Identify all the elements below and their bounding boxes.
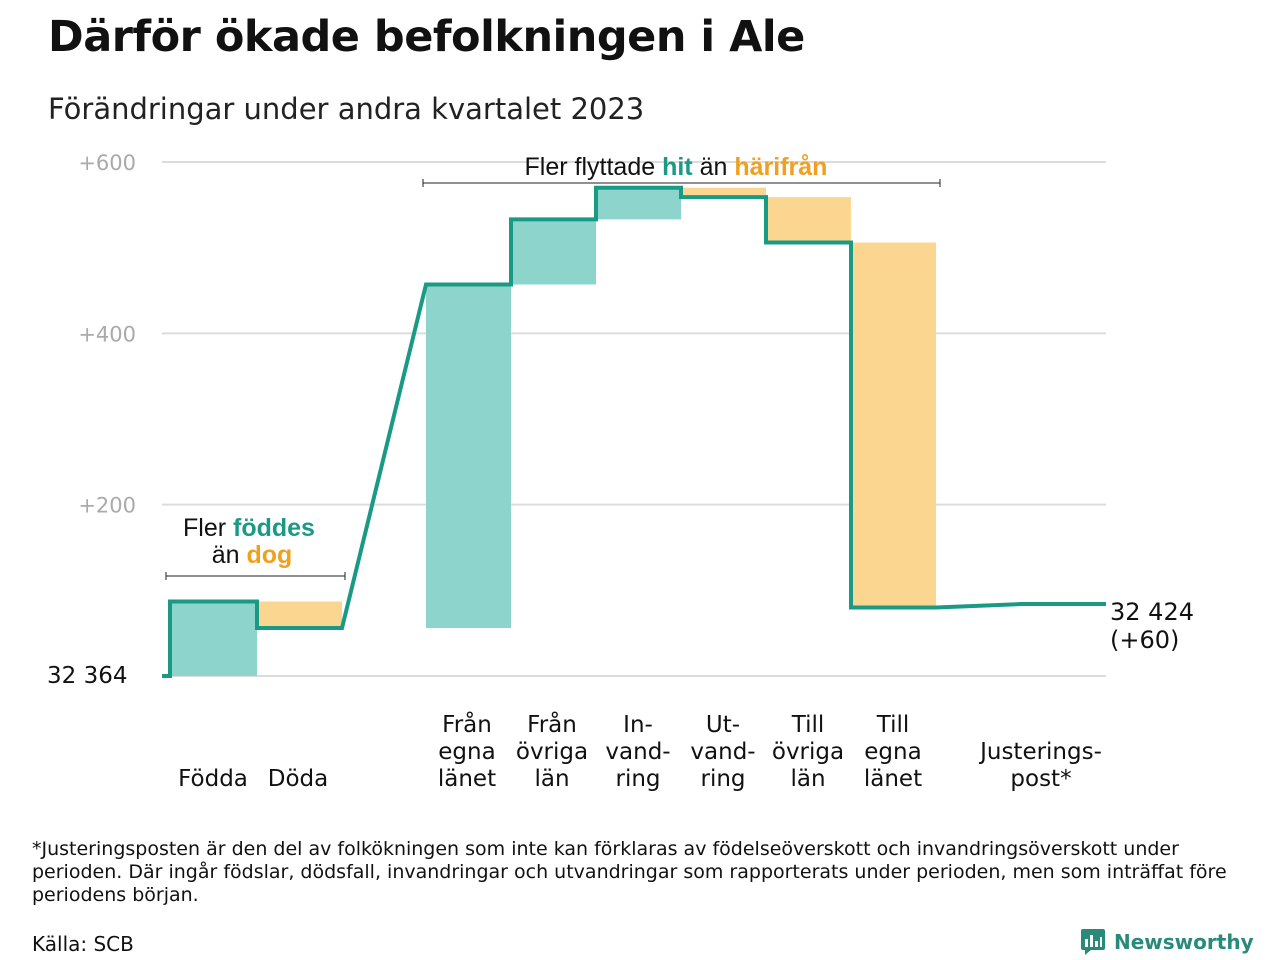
births-bracket	[165, 572, 346, 580]
bar	[681, 187, 766, 198]
waterfall-chart: +600+400+200 Födda DödaFrånegnalänetFrånö…	[47, 151, 1194, 792]
y-tick-label: +200	[78, 494, 136, 518]
category-label: egna	[864, 739, 921, 765]
cumulative-line	[162, 185, 1106, 678]
y-tick-label: +400	[78, 322, 136, 346]
bar	[426, 284, 511, 629]
category-label: län	[790, 766, 825, 792]
grid-lines	[162, 161, 1106, 677]
migration-annotation-text: Fler flyttade hit än härifrån	[525, 153, 828, 181]
newsworthy-logo: Newsworthy	[1080, 928, 1254, 956]
category-label: övriga	[516, 739, 588, 765]
bar-chart-speech-bubble-icon	[1081, 929, 1105, 955]
bar	[851, 242, 936, 608]
brand-name: Newsworthy	[1114, 930, 1254, 954]
y-tick-labels: +600 +400 +200	[78, 151, 136, 518]
births-annotation-line1: Fler föddes	[183, 514, 315, 542]
source-note: Källa: SCB	[32, 932, 134, 956]
migration-bracket	[422, 179, 941, 187]
category-label: ring	[615, 766, 660, 792]
category-label: Till	[876, 712, 910, 738]
end-value-label: 32 424	[1110, 598, 1194, 626]
bar	[766, 197, 851, 243]
category-label: Ut-	[706, 712, 740, 738]
category-label: ring	[700, 766, 745, 792]
cumulative-line-group	[162, 185, 1106, 678]
end-change-label: (+60)	[1110, 626, 1179, 654]
category-labels: Födda DödaFrånegnalänetFrånövrigalänIn-va…	[178, 710, 1102, 792]
category-label: län	[534, 766, 569, 792]
category-label: Från	[527, 710, 577, 738]
footnote: *Justeringsposten är den del av folkökni…	[32, 838, 1227, 906]
y-tick-label: +600	[78, 151, 136, 175]
category-label: egna	[438, 739, 495, 765]
category-label: Justerings-	[978, 739, 1102, 765]
bar	[596, 187, 681, 220]
bar	[170, 601, 257, 676]
category-label: länet	[438, 766, 496, 792]
migration-annotation: Fler flyttade hit än härifrån	[422, 153, 941, 187]
category-label: vand-	[690, 739, 755, 765]
category-label: Födda	[178, 766, 248, 792]
start-value-label: 32 364	[47, 663, 127, 689]
category-label: Från	[442, 710, 492, 738]
bars	[170, 187, 936, 676]
births-annotation-line2: än dog	[212, 541, 293, 569]
category-label: In-	[623, 712, 653, 738]
category-label: övriga	[772, 739, 844, 765]
bar	[511, 219, 596, 285]
category-label: Till	[791, 712, 825, 738]
category-label: Döda	[268, 766, 328, 792]
chart-subtitle: Förändringar under andra kvartalet 2023	[48, 92, 645, 126]
bar	[257, 601, 342, 629]
category-label: länet	[864, 766, 922, 792]
category-label: post*	[1010, 766, 1071, 792]
births-annotation: Fler föddes än dog	[165, 514, 346, 580]
category-label: vand-	[605, 739, 670, 765]
chart-title: Därför ökade befolkningen i Ale	[48, 12, 805, 62]
